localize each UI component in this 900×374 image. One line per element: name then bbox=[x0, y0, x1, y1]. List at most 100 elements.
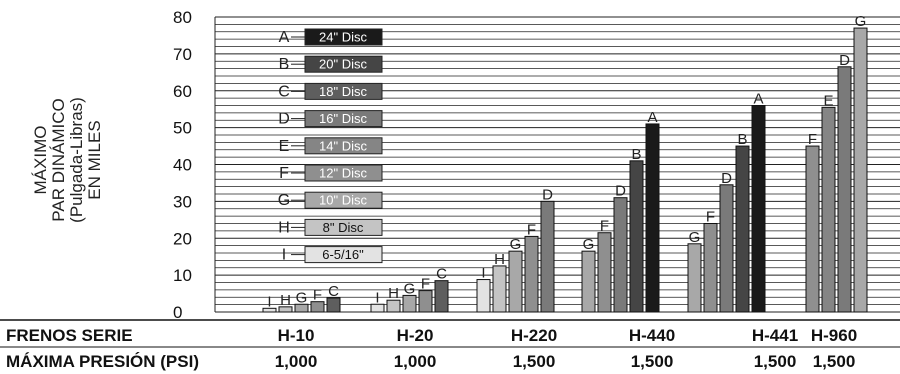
bar-label: E bbox=[823, 92, 833, 109]
bar-label: G bbox=[689, 229, 701, 246]
y-tick-label: 40 bbox=[173, 156, 192, 175]
bar-label: G bbox=[583, 236, 595, 253]
bar-H-960-E bbox=[821, 106, 836, 313]
bar-label: F bbox=[600, 218, 609, 235]
bar-H-220-F bbox=[524, 235, 539, 313]
legend-letter: H bbox=[278, 219, 290, 236]
legend-swatch bbox=[304, 164, 383, 182]
pressure-value: 1,500 bbox=[512, 352, 556, 371]
pressure-row: MÁXIMA PRESIÓN (PSI) 1,000 1,000 1,500 1… bbox=[0, 350, 900, 374]
bar-H-20-G bbox=[402, 294, 417, 313]
bar-label: F bbox=[313, 287, 322, 304]
bar-H-20-C bbox=[434, 280, 449, 313]
legend-letter: G bbox=[278, 192, 290, 209]
bar-H-20-I bbox=[370, 303, 385, 313]
legend-label: 14" Disc bbox=[319, 138, 367, 153]
y-tick-label: 80 bbox=[173, 8, 192, 27]
bar-H-10-G bbox=[294, 303, 309, 313]
bar-label: B bbox=[737, 131, 747, 148]
legend-swatch bbox=[304, 246, 383, 264]
bar-H-440-B bbox=[629, 160, 644, 313]
pressure-row-label: MÁXIMA PRESIÓN (PSI) bbox=[6, 352, 199, 371]
legend-letter: B bbox=[279, 56, 290, 73]
bar-label: D bbox=[839, 52, 850, 69]
legend-letter: C bbox=[278, 83, 290, 100]
y-tick-labels: 0 10 20 30 40 50 60 70 80 bbox=[173, 8, 192, 322]
bar-H-960-D bbox=[837, 66, 852, 313]
bar-H-220-G bbox=[508, 250, 523, 313]
legend-swatch bbox=[304, 218, 383, 236]
bar-label: I bbox=[375, 289, 379, 306]
bar-H-440-A bbox=[645, 123, 660, 313]
bar-label: D bbox=[615, 183, 626, 200]
legend-swatch bbox=[304, 137, 383, 155]
bar-H-960-G bbox=[853, 27, 868, 313]
bar-H-960-F bbox=[805, 145, 820, 313]
legend-label: 10" Disc bbox=[319, 193, 367, 208]
legend-label: 8" Disc bbox=[323, 220, 364, 235]
bar-H-440-F bbox=[597, 232, 612, 313]
legend-swatch bbox=[304, 28, 383, 46]
series-name: H-440 bbox=[628, 326, 676, 345]
bar-label: A bbox=[647, 109, 657, 126]
legend-label: 6-5/16" bbox=[322, 247, 364, 262]
legend-letter: F bbox=[279, 165, 289, 182]
pressure-value: 1,500 bbox=[753, 352, 797, 371]
y-tick-label: 10 bbox=[173, 266, 192, 285]
legend-label: 24" Disc bbox=[319, 30, 367, 45]
legend-letter: I bbox=[282, 247, 286, 264]
series-name: H-10 bbox=[277, 326, 315, 345]
bar-H-441-G bbox=[687, 243, 702, 313]
y-axis-title-line-1: MÁXIMO bbox=[31, 125, 50, 195]
bar-H-441-A bbox=[751, 105, 766, 313]
bar-label: D bbox=[721, 170, 732, 187]
pressure-value: 1,000 bbox=[393, 352, 437, 371]
legend-letter: D bbox=[278, 111, 290, 128]
y-tick-label: 20 bbox=[173, 229, 192, 248]
bar-H-441-D bbox=[719, 184, 734, 313]
bar-label: I bbox=[267, 293, 271, 310]
legend-swatch bbox=[304, 191, 383, 209]
series-row-label: FRENOS SERIE bbox=[6, 326, 133, 345]
bar-H-440-G bbox=[581, 250, 596, 313]
legend: A 24" Disc B 20" Disc C 18" Disc D 16" Disc E 14"… bbox=[278, 28, 383, 264]
legend-swatch bbox=[304, 82, 383, 100]
bar-H-10-I bbox=[262, 307, 277, 313]
legend-label: 20" Disc bbox=[319, 57, 367, 72]
y-tick-label: 70 bbox=[173, 45, 192, 64]
y-tick-label: 50 bbox=[173, 119, 192, 138]
bar-H-20-F bbox=[418, 290, 433, 313]
bar-H-20-H bbox=[386, 299, 401, 313]
legend-label: 18" Disc bbox=[319, 84, 367, 99]
bar-label: B bbox=[631, 146, 641, 163]
bar-H-220-H bbox=[492, 265, 507, 313]
y-axis-title-line-4: EN MILES bbox=[85, 120, 104, 200]
legend-swatch bbox=[304, 110, 383, 128]
bar-H-440-D bbox=[613, 197, 628, 313]
bar-label: G bbox=[510, 236, 522, 253]
bar-H-220-I bbox=[476, 279, 491, 313]
bar-label: H bbox=[388, 285, 399, 302]
bar-label: F bbox=[527, 221, 536, 238]
y-tick-label: 0 bbox=[173, 303, 182, 322]
bar-label: G bbox=[404, 280, 416, 297]
y-axis-title-line-2: PAR DINÁMICO bbox=[49, 98, 68, 222]
series-name: H-960 bbox=[810, 326, 858, 345]
bar-label: A bbox=[753, 91, 763, 108]
bar-H-10-H bbox=[278, 306, 293, 313]
legend-label: 12" Disc bbox=[319, 166, 367, 181]
pressure-value: 1,500 bbox=[630, 352, 674, 371]
bar-label: H bbox=[280, 292, 291, 309]
bar-label: G bbox=[855, 13, 867, 30]
bar-H-10-F bbox=[310, 301, 325, 313]
bar-label: I bbox=[481, 265, 485, 282]
bar-label: D bbox=[542, 186, 553, 203]
bar-label: F bbox=[808, 131, 817, 148]
pressure-value: 1,000 bbox=[274, 352, 318, 371]
series-name: H-20 bbox=[396, 326, 434, 345]
bar-label: C bbox=[436, 266, 447, 283]
legend-letter: A bbox=[279, 29, 290, 46]
bar-H-10-C bbox=[326, 297, 341, 313]
series-name: H-441 bbox=[751, 326, 799, 345]
